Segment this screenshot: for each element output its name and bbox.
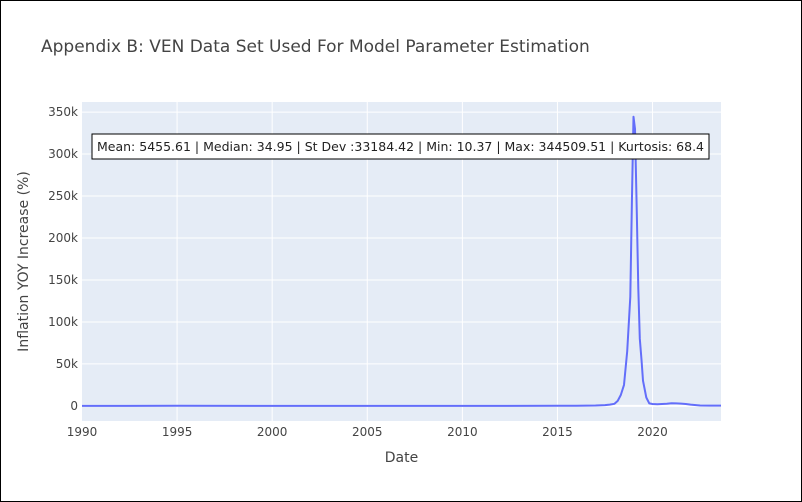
x-tick-label: 1990	[67, 425, 98, 439]
y-tick-label: 50k	[56, 357, 78, 371]
series-layer	[81, 115, 721, 407]
x-tick-label: 1995	[162, 425, 193, 439]
x-tick-label: 2020	[637, 425, 668, 439]
y-tick-label: 100k	[48, 315, 78, 329]
x-axis-title: Date	[385, 450, 418, 466]
y-tick-label: 300k	[48, 147, 78, 161]
chart-title: Appendix B: VEN Data Set Used For Model …	[41, 37, 590, 57]
y-tick-label: 350k	[48, 105, 78, 119]
y-axis-title: Inflation YOY Increase (%)	[16, 171, 32, 352]
x-tick-label: 2000	[257, 425, 288, 439]
y-tick-label: 150k	[48, 273, 78, 287]
y-tick-label: 200k	[48, 231, 78, 245]
y-tick-label: 0	[70, 399, 78, 413]
stats-annotation: Mean: 5455.61 | Median: 34.95 | St Dev :…	[91, 133, 710, 160]
stats-annotation-text: Mean: 5455.61 | Median: 34.95 | St Dev :…	[97, 140, 704, 154]
x-tick-label: 2015	[542, 425, 573, 439]
x-tick-label: 2010	[447, 425, 478, 439]
tick-labels: 1990 1995 2000 2005 2010 2015 2020 0 50k 100k 150k…	[48, 105, 668, 439]
y-tick-label: 250k	[48, 189, 78, 203]
x-tick-label: 2005	[352, 425, 383, 439]
stats-annotation-box	[91, 133, 710, 160]
series-line	[81, 115, 721, 407]
